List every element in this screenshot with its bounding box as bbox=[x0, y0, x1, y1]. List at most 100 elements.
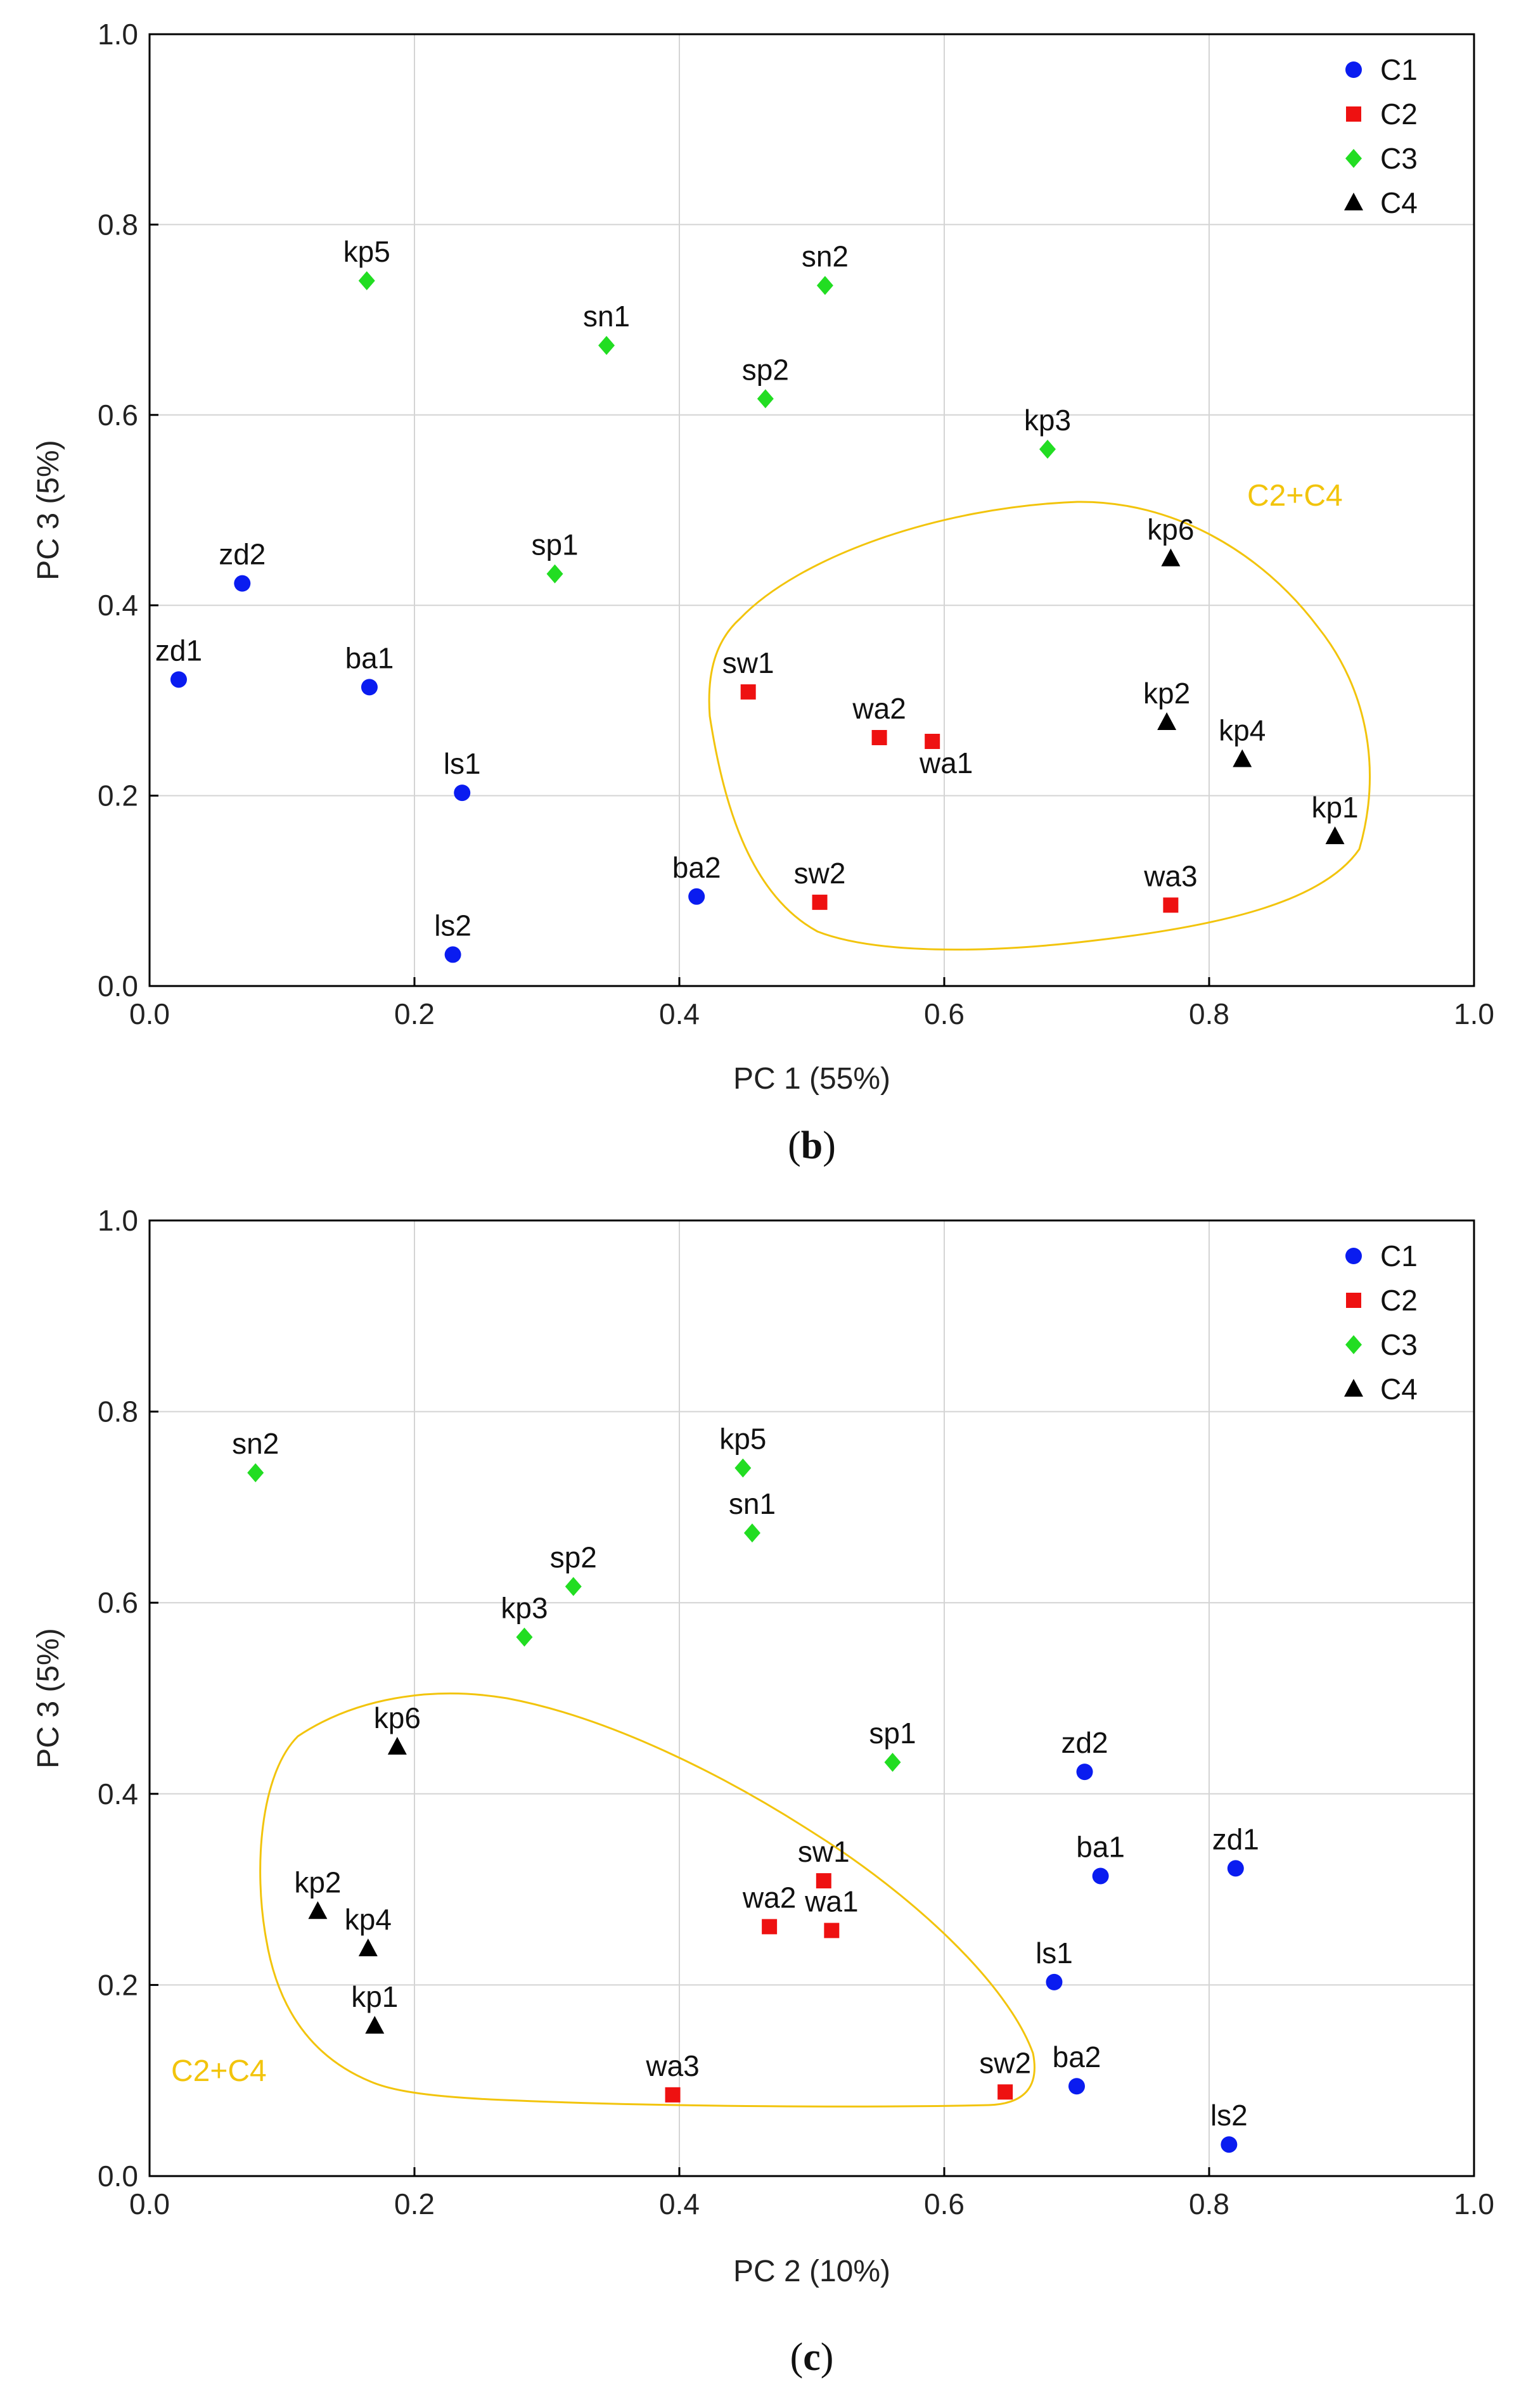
panel-b-group-label: C2+C4 bbox=[1247, 479, 1343, 513]
point-ls2-marker bbox=[444, 946, 461, 963]
point-kp4-marker bbox=[358, 1938, 378, 1957]
legend-c1-label: C1 bbox=[1380, 1239, 1418, 1272]
panel-b-caption: (b) bbox=[788, 1124, 836, 1167]
legend-c3-marker bbox=[1345, 1335, 1362, 1354]
panel-c-y-tick-label: 0.6 bbox=[98, 1586, 138, 1619]
panel-c-y-tick-label: 0.4 bbox=[98, 1777, 138, 1810]
point-wa3-marker bbox=[1163, 897, 1179, 913]
point-ls2-marker bbox=[1221, 2136, 1238, 2153]
point-sp2-marker bbox=[565, 1577, 582, 1596]
panel-c-group-label: C2+C4 bbox=[171, 2054, 267, 2088]
point-wa2-marker bbox=[871, 729, 887, 745]
legend-c3-label: C3 bbox=[1380, 1328, 1418, 1361]
panel-b-x-tick-label: 0.2 bbox=[394, 997, 435, 1030]
point-sn2-marker bbox=[816, 276, 833, 295]
point-ls1-marker bbox=[1046, 1973, 1063, 1990]
panel-b-y-tick-label: 0.6 bbox=[98, 399, 138, 432]
panel-c-y-tick-label: 0.8 bbox=[98, 1395, 138, 1428]
panel-b-x-tick-label: 0.8 bbox=[1189, 997, 1229, 1030]
panel-c-x-tick-label: 0.6 bbox=[924, 2187, 965, 2220]
point-kp1-marker bbox=[1325, 826, 1345, 845]
panel-b-y-tick-labels: 0.0 0.2 0.4 0.6 0.8 1.0 bbox=[98, 18, 138, 1002]
panel-c-y-tick-label: 1.0 bbox=[98, 1204, 138, 1237]
panel-c-ticks bbox=[148, 1219, 1475, 2177]
point-kp6-label: kp6 bbox=[1147, 513, 1194, 546]
legend-c2-label: C2 bbox=[1380, 1284, 1418, 1317]
point-wa1-marker bbox=[824, 1923, 840, 1938]
panel-b-y-tick-label: 1.0 bbox=[98, 18, 138, 51]
point-sn1-label: sn1 bbox=[729, 1487, 776, 1520]
point-kp2-label: kp2 bbox=[1143, 677, 1190, 710]
panel-c-y-axis-label: PC 3 (5%) bbox=[32, 1628, 65, 1768]
point-kp1-marker bbox=[365, 2016, 385, 2034]
panel-c-y-tick-label: 0.0 bbox=[98, 2160, 138, 2193]
panel-b-y-tick-label: 0.4 bbox=[98, 589, 138, 622]
point-kp2-label: kp2 bbox=[294, 1866, 341, 1899]
panel-c-x-tick-label: 1.0 bbox=[1454, 2187, 1494, 2220]
panel-c-plot-frame bbox=[148, 1219, 1475, 2177]
legend-c4-label: C4 bbox=[1380, 186, 1418, 219]
point-sp1-marker bbox=[884, 1753, 901, 1772]
point-zd2-label: zd2 bbox=[219, 538, 266, 571]
point-wa1-marker bbox=[925, 733, 940, 749]
point-kp3-label: kp3 bbox=[1024, 404, 1071, 437]
point-zd1-marker bbox=[170, 671, 187, 688]
panel-c-x-tick-label: 0.2 bbox=[394, 2187, 435, 2220]
point-kp3-marker bbox=[516, 1627, 533, 1647]
point-wa1-label: wa1 bbox=[804, 1885, 858, 1918]
legend-c3-label: C3 bbox=[1380, 142, 1418, 175]
point-zd1-label: zd1 bbox=[1212, 1822, 1259, 1855]
legend-c1-marker bbox=[1345, 1248, 1362, 1264]
point-sp1-label: sp1 bbox=[531, 528, 578, 561]
point-ba1-label: ba1 bbox=[1076, 1830, 1125, 1863]
point-ls2-label: ls2 bbox=[434, 909, 471, 942]
point-sp2-label: sp2 bbox=[550, 1541, 597, 1574]
panel-b-ticks bbox=[148, 33, 1475, 987]
point-ls1-label: ls1 bbox=[1036, 1937, 1073, 1969]
point-wa3-label: wa3 bbox=[1143, 859, 1197, 892]
panel-c-x-tick-label: 0.4 bbox=[659, 2187, 700, 2220]
panel-b-legend: C1 C2 C3 C4 bbox=[1344, 53, 1418, 219]
panel-c-legend: C1 C2 C3 C4 bbox=[1344, 1239, 1418, 1406]
legend-c4-label: C4 bbox=[1380, 1373, 1418, 1406]
panel-b-plot-frame bbox=[148, 33, 1475, 987]
point-kp1-label: kp1 bbox=[351, 1980, 398, 2013]
panel-b-y-axis-label: PC 3 (5%) bbox=[32, 440, 65, 580]
panel-b-x-tick-labels: 0.0 0.2 0.4 0.6 0.8 1.0 bbox=[129, 997, 1494, 1030]
point-wa2-label: wa2 bbox=[852, 692, 906, 725]
point-kp4-label: kp4 bbox=[1219, 714, 1266, 747]
panel-c-caption: (c) bbox=[790, 2336, 834, 2379]
point-kp5-marker bbox=[358, 271, 375, 291]
panel-c-y-tick-labels: 0.0 0.2 0.4 0.6 0.8 1.0 bbox=[98, 1204, 138, 2193]
point-kp6-marker bbox=[387, 1736, 407, 1755]
point-ba1-label: ba1 bbox=[345, 641, 394, 674]
panel-b-data-points: zd2 zd1 ba1 ls1 ls2 ba2 sw1 wa2 wa1 sw2 wa3 kp5 sn2 s… bbox=[155, 235, 1359, 963]
point-sp1-marker bbox=[546, 564, 563, 584]
panel-c-x-tick-labels: 0.0 0.2 0.4 0.6 0.8 1.0 bbox=[129, 2187, 1494, 2220]
panel-c-x-tick-label: 0.0 bbox=[129, 2187, 170, 2220]
point-sn1-marker bbox=[598, 336, 615, 355]
panel-b-y-tick-label: 0.0 bbox=[98, 970, 138, 1002]
point-ls2-label: ls2 bbox=[1210, 2099, 1248, 2132]
point-ba1-marker bbox=[1092, 1867, 1109, 1885]
panel-c-group-outline-c2-c4 bbox=[259, 1693, 1036, 2108]
panel-b-scatter-chart: 0.0 0.2 0.4 0.6 0.8 1.0 0.0 0.2 0.4 0.6 0.8 1.0 C2… bbox=[32, 18, 1494, 1167]
point-sn1-marker bbox=[743, 1523, 760, 1543]
legend-c1-label: C1 bbox=[1380, 53, 1418, 86]
point-kp5-label: kp5 bbox=[343, 235, 390, 268]
point-sw2-label: sw2 bbox=[794, 857, 846, 890]
panel-c-x-axis-label: PC 2 (10%) bbox=[733, 2255, 890, 2288]
point-sw1-marker bbox=[740, 684, 756, 700]
panel-b-x-axis-label: PC 1 (55%) bbox=[733, 1062, 890, 1096]
point-sn2-label: sn2 bbox=[802, 240, 849, 273]
point-wa2-label: wa2 bbox=[742, 1881, 796, 1914]
point-sp1-label: sp1 bbox=[869, 1717, 916, 1750]
panel-c-x-tick-label: 0.8 bbox=[1189, 2187, 1229, 2220]
legend-c1-marker bbox=[1345, 61, 1362, 78]
point-sn1-label: sn1 bbox=[583, 300, 630, 333]
point-ba2-label: ba2 bbox=[672, 851, 721, 884]
point-wa1-label: wa1 bbox=[919, 746, 973, 779]
point-ls1-marker bbox=[454, 785, 471, 802]
point-kp2-marker bbox=[308, 1901, 328, 1919]
